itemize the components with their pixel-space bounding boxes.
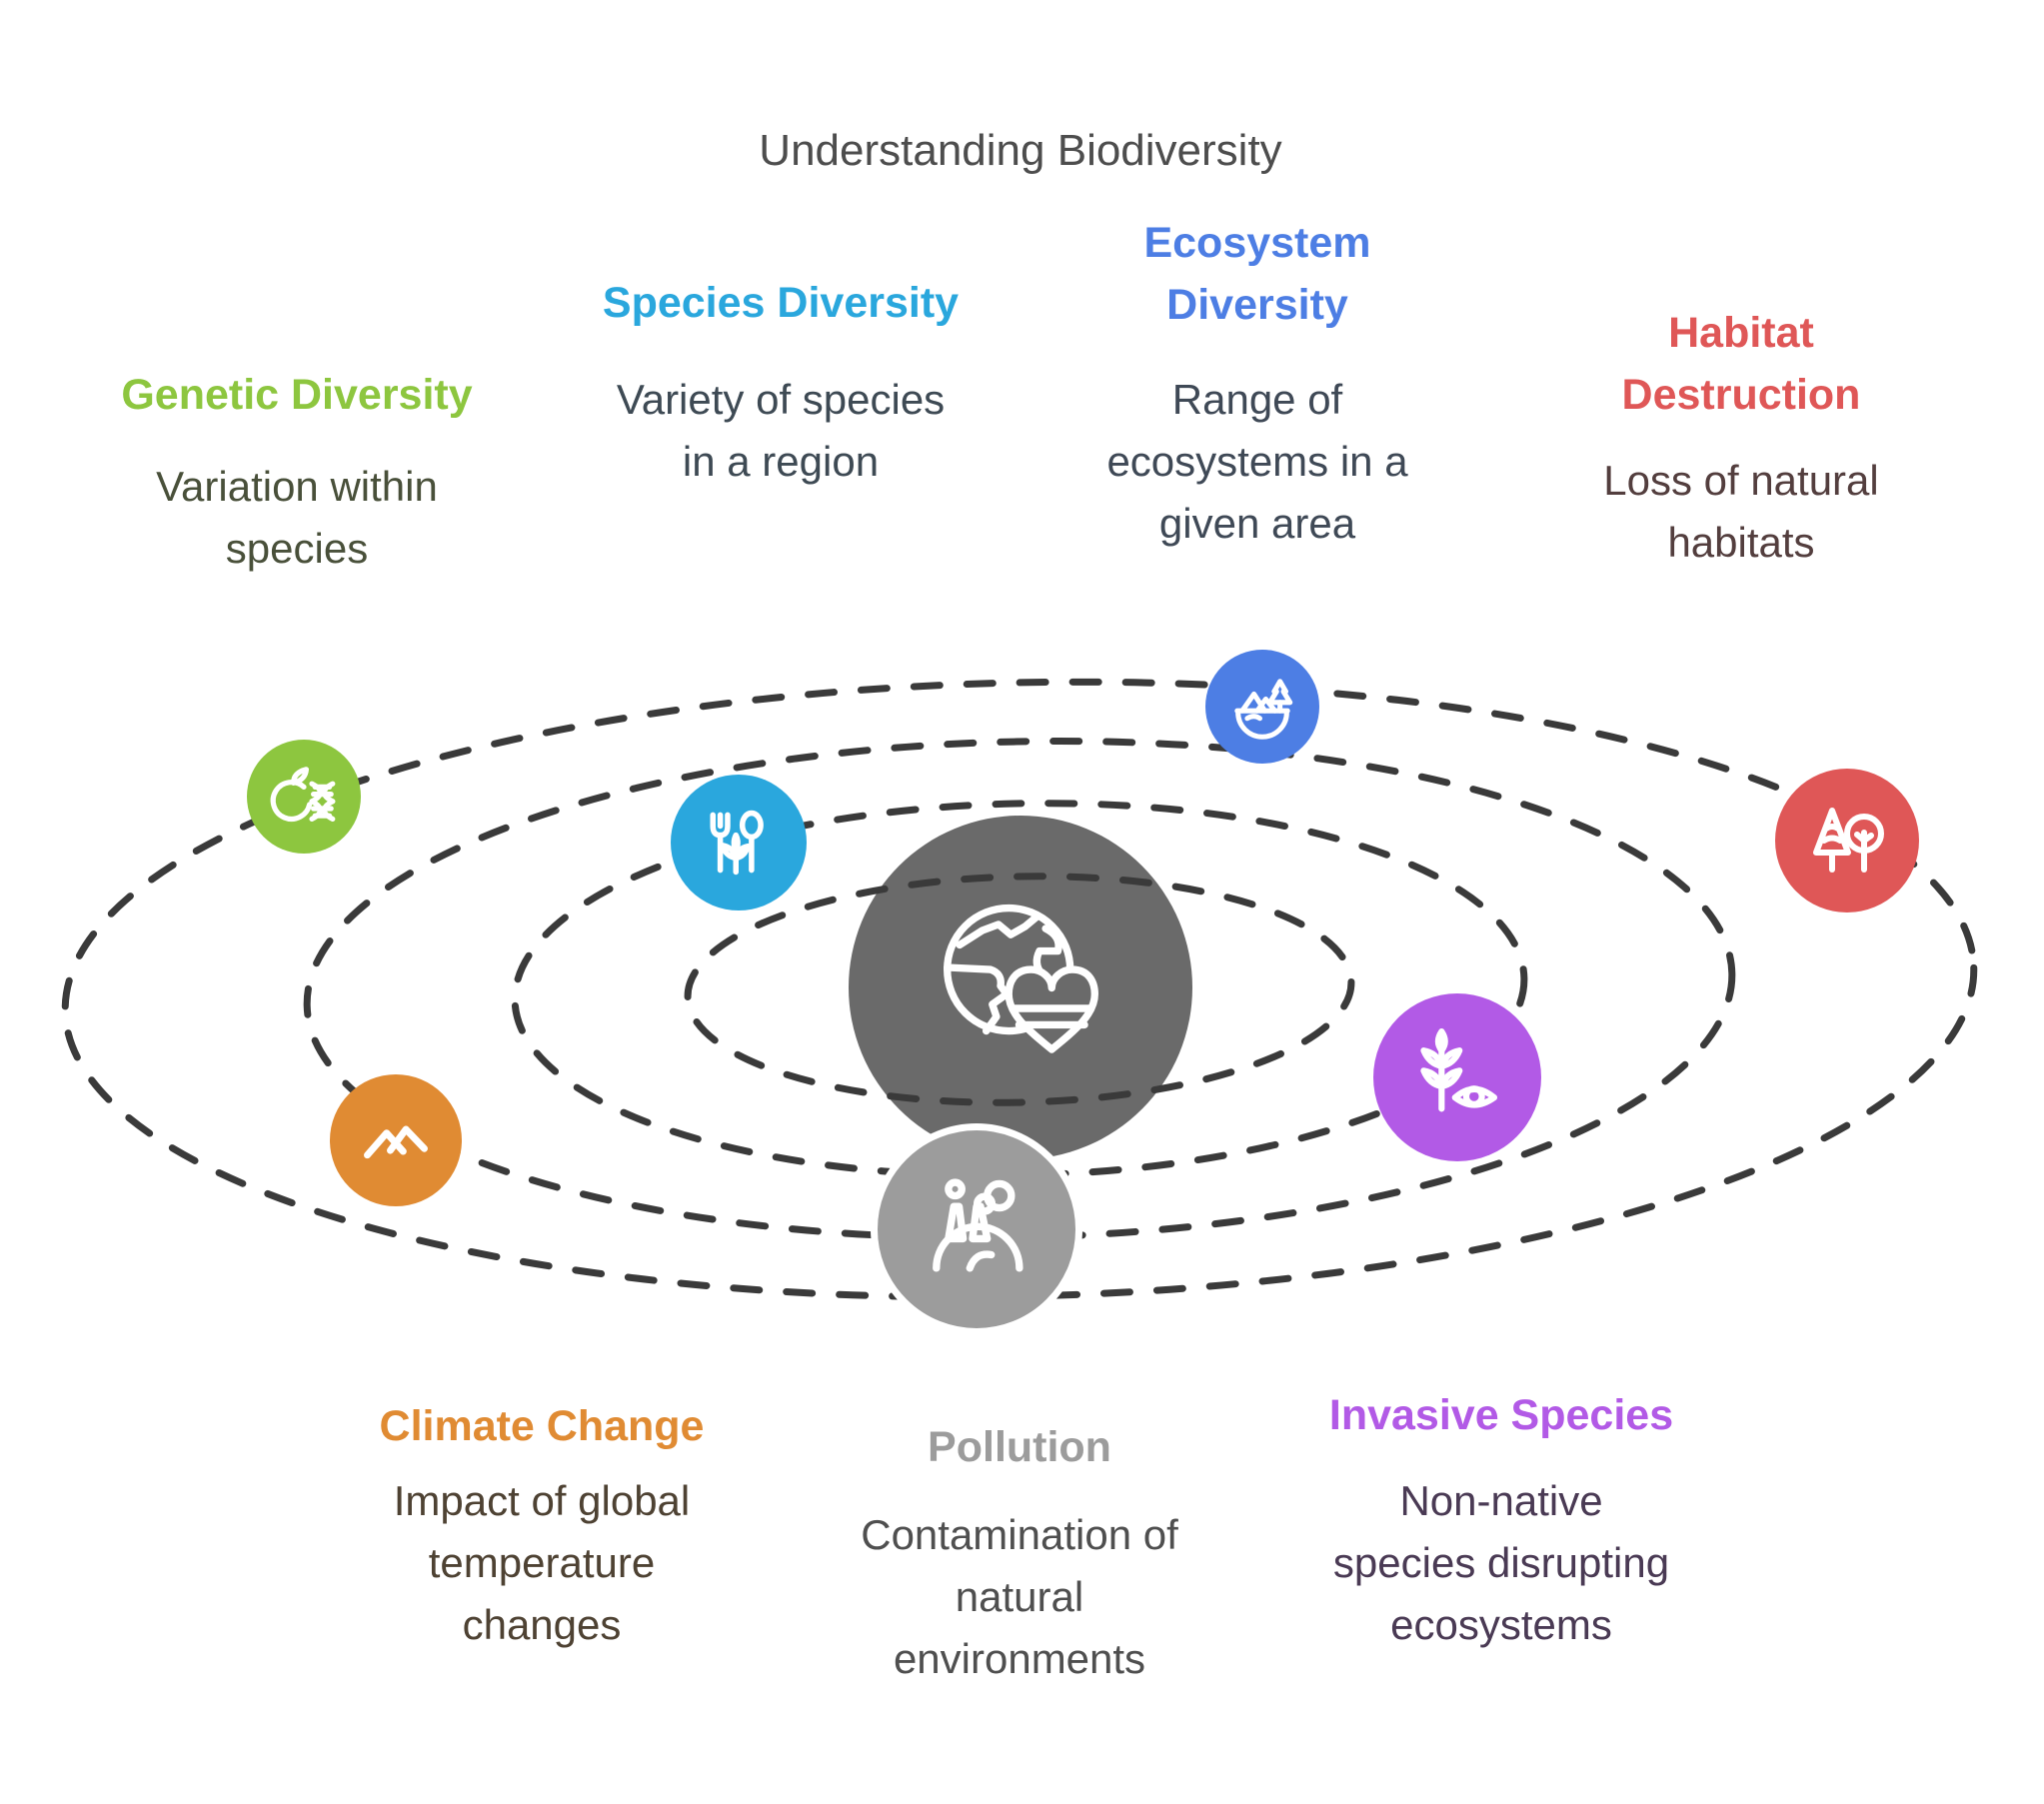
invasive-species-description: Non-native species disrupting ecosystems <box>1332 1477 1670 1648</box>
pollution-description: Contamination of natural environments <box>861 1511 1178 1682</box>
species-diversity-description: Variety of species in a region <box>616 376 946 485</box>
pollution-label: Pollution <box>928 1423 1111 1471</box>
orbit-ring-2 <box>511 800 1528 1179</box>
factory-globe-icon <box>933 1178 1023 1272</box>
ecosystem-diversity-node <box>1205 650 1319 764</box>
invasive-species-label: Invasive Species <box>1328 1391 1674 1439</box>
habitat-destruction-label: Habitat Destruction <box>1621 309 1861 419</box>
invasive-species-node <box>1373 993 1541 1161</box>
habitat-destruction-node <box>1775 769 1919 912</box>
habitat-destruction-description: Loss of natural habitats <box>1603 457 1879 566</box>
ecosystem-diversity-label: Ecosystem Diversity <box>1143 219 1371 329</box>
ecosystem-diversity-description: Range of ecosystems in a given area <box>1106 376 1408 547</box>
pollution-node <box>871 1123 1082 1335</box>
mountain-peaks-icon <box>364 1125 428 1159</box>
species-diversity-node <box>671 775 807 910</box>
trees-icon <box>1813 808 1884 873</box>
climate-change-description: Impact of global temperature changes <box>393 1477 691 1648</box>
climate-change-node <box>330 1074 462 1206</box>
fork-spoon-plant-icon <box>710 810 764 876</box>
genetic-diversity-node <box>247 740 361 854</box>
landscape-globe-icon <box>1234 679 1293 740</box>
apple-dna-icon <box>270 767 336 823</box>
orbit-ring-1 <box>684 873 1355 1106</box>
genetic-diversity-description: Variation within species <box>156 463 438 572</box>
species-diversity-label: Species Diversity <box>602 279 960 327</box>
genetic-diversity-label: Genetic Diversity <box>121 371 473 419</box>
wheat-eye-icon <box>1420 1028 1498 1112</box>
climate-change-label: Climate Change <box>379 1402 705 1450</box>
biodiversity-center-node <box>849 816 1192 1159</box>
page-title: Understanding Biodiversity <box>759 126 1282 175</box>
earth-heart-icon <box>943 903 1098 1053</box>
